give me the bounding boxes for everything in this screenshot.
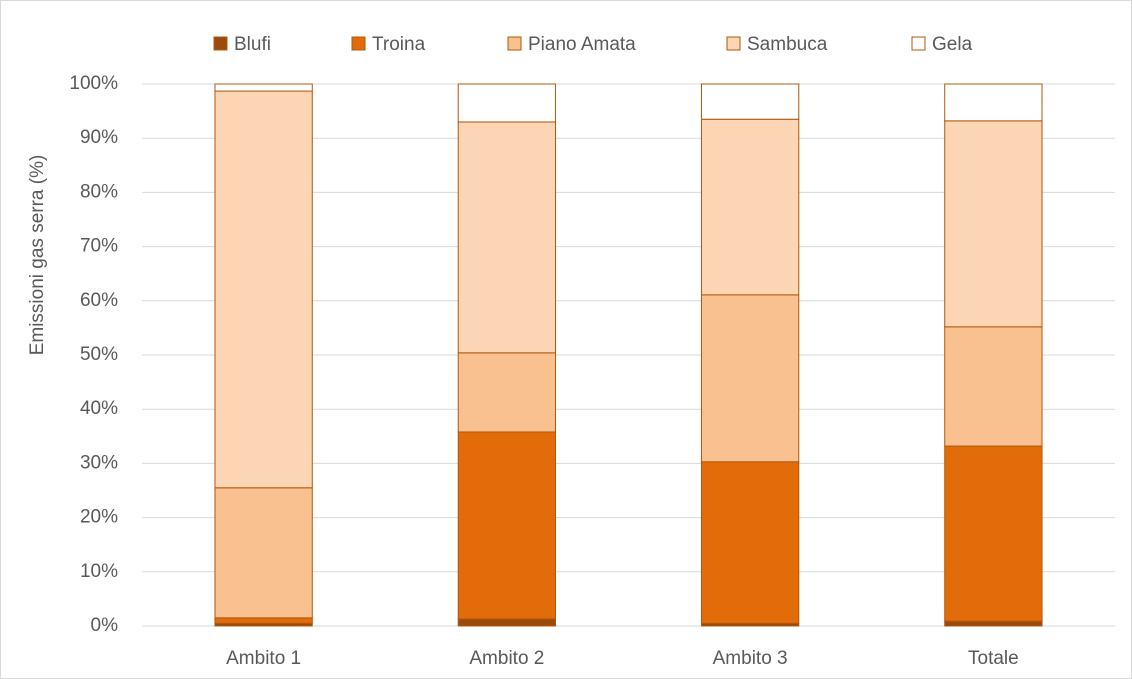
bar-segment [214, 487, 313, 619]
bar-segment [457, 618, 557, 627]
bar-segment [700, 294, 800, 463]
x-tick-label: Ambito 1 [226, 648, 301, 669]
legend-swatch [351, 36, 366, 51]
legend-swatch [726, 36, 741, 51]
bar-segment [700, 461, 800, 624]
y-tick-label: 40% [80, 398, 118, 419]
legend-label: Sambuca [747, 34, 828, 55]
y-tick-label: 30% [80, 452, 118, 473]
bar-segment [700, 118, 800, 296]
bar-segment [944, 620, 1043, 627]
y-tick-label: 70% [80, 236, 118, 257]
bar-segment [457, 121, 557, 354]
y-tick-label: 80% [80, 181, 118, 202]
y-tick-label: 100% [69, 73, 118, 94]
legend-label: Troina [372, 34, 426, 55]
legend-label: Gela [932, 34, 973, 55]
legend-label: Blufi [234, 34, 271, 55]
bar-segment [944, 445, 1043, 622]
y-tick-label: 20% [80, 507, 118, 528]
legend-swatch [911, 36, 926, 51]
bar-segment [944, 120, 1043, 328]
bar-segment [457, 83, 557, 123]
y-tick-label: 0% [91, 615, 119, 636]
y-tick-label: 10% [80, 561, 118, 582]
bar-segment [457, 352, 557, 433]
legend-label: Piano Amata [528, 34, 636, 55]
legend-swatch [507, 36, 522, 51]
x-tick-label: Ambito 2 [469, 648, 544, 669]
y-axis-title: Emissioni gas serra (%) [27, 155, 48, 356]
x-tick-label: Ambito 3 [713, 648, 788, 669]
bar-segment [700, 83, 800, 120]
y-tick-label: 50% [80, 344, 118, 365]
x-tick-label: Totale [968, 648, 1019, 669]
y-tick-label: 60% [80, 290, 118, 311]
bar-segment [214, 90, 313, 489]
bar-segment [944, 83, 1043, 122]
y-tick-label: 90% [80, 127, 118, 148]
bar-segment [944, 326, 1043, 447]
bar-segment [457, 431, 557, 620]
bar-segment [214, 617, 313, 624]
bar-segment [214, 83, 313, 92]
legend-swatch [213, 36, 228, 51]
